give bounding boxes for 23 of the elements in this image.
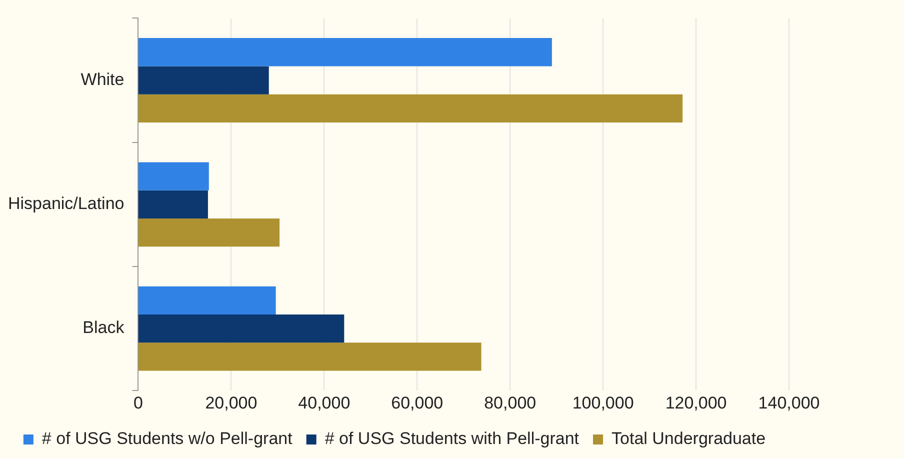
bar <box>138 162 209 190</box>
bar <box>138 94 683 122</box>
bar <box>138 314 344 343</box>
bar <box>138 38 552 66</box>
legend-label: # of USG Students w/o Pell-grant <box>42 429 293 448</box>
x-tick-label: 20,000 <box>205 393 258 412</box>
bar <box>138 190 208 218</box>
x-tick-label: 40,000 <box>298 393 350 412</box>
x-tick-label: 80,000 <box>484 393 536 412</box>
legend-label: # of USG Students with Pell-grant <box>324 429 580 448</box>
x-tick-label: 0 <box>134 393 143 412</box>
x-tick-label: 140,000 <box>758 393 820 412</box>
bar <box>138 286 276 314</box>
bar <box>138 218 280 247</box>
legend-label: Total Undergraduate <box>612 429 766 448</box>
x-tick-label: 60,000 <box>391 393 444 412</box>
bar <box>138 66 269 94</box>
y-tick-label: Hispanic/Latino <box>8 194 124 214</box>
y-tick-label: Black <box>82 318 125 338</box>
bar <box>138 342 482 371</box>
y-tick-label: White <box>80 70 124 89</box>
x-tick-label: 120,000 <box>665 393 727 412</box>
x-tick-label: 100,000 <box>572 393 634 412</box>
